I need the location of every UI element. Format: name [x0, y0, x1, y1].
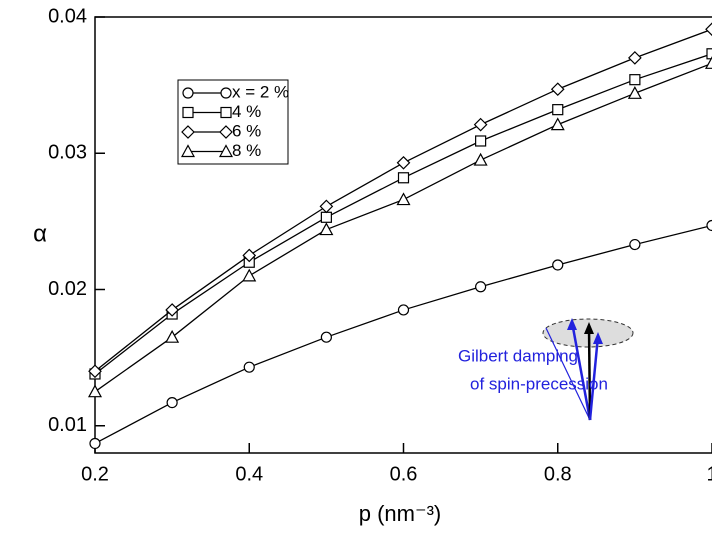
- x-tick-label: 0.2: [81, 463, 109, 485]
- data-point: [396, 155, 411, 170]
- data-point: [87, 384, 103, 398]
- data-point: [320, 211, 332, 223]
- data-point: [629, 74, 641, 86]
- legend-marker: [181, 125, 195, 139]
- data-point: [165, 303, 179, 317]
- x-tick-label: 0.8: [544, 463, 572, 485]
- legend-label: x = 2 %: [232, 82, 289, 101]
- data-point: [550, 117, 565, 131]
- y-tick-label: 0.03: [48, 142, 87, 164]
- legend-label: 8 %: [232, 141, 261, 160]
- legend-label: 6 %: [232, 121, 261, 140]
- data-point: [629, 238, 641, 251]
- data-point: [705, 22, 712, 37]
- data-point: [628, 51, 642, 65]
- data-point: [396, 192, 411, 206]
- data-point: [706, 219, 712, 232]
- legend-marker: [218, 144, 234, 158]
- legend-marker: [182, 87, 194, 99]
- data-point: [320, 331, 332, 343]
- y-tick-label: 0.01: [48, 414, 87, 436]
- annotation-graphic: [542, 318, 634, 421]
- data-point: [475, 135, 487, 147]
- x-tick-label: 0.6: [390, 463, 418, 485]
- data-point: [319, 199, 334, 214]
- data-point: [88, 364, 102, 379]
- data-point: [627, 86, 642, 99]
- data-point: [242, 248, 257, 263]
- data-point: [243, 361, 255, 373]
- data-point: [166, 396, 178, 409]
- data-point: [475, 281, 487, 293]
- data-point: [552, 259, 564, 271]
- y-tick-label: 0.02: [48, 278, 87, 300]
- annotation: of spin-precession: [470, 374, 608, 393]
- data-point: [319, 222, 334, 236]
- legend-marker: [220, 87, 232, 99]
- data-point: [552, 104, 564, 116]
- data-point: [704, 56, 712, 69]
- x-axis-label: p (nm⁻³): [359, 501, 442, 526]
- legend-label: 4 %: [232, 102, 261, 121]
- data-point: [397, 304, 410, 316]
- y-tick-label: 0.04: [48, 5, 87, 27]
- data-point: [165, 329, 180, 343]
- y-axis-label: α: [33, 220, 47, 247]
- legend-marker: [219, 125, 233, 139]
- data-point: [397, 172, 410, 184]
- legend-box: [177, 79, 289, 165]
- data-point: [473, 152, 488, 166]
- data-point: [89, 437, 101, 450]
- plot-frame: [94, 16, 712, 454]
- legend-marker: [220, 106, 232, 119]
- data-point: [550, 82, 565, 97]
- annotation: Gilbert damping: [458, 346, 578, 365]
- x-tick-label: 1: [706, 463, 712, 485]
- data-point: [706, 48, 712, 60]
- x-tick-label: 0.4: [235, 463, 263, 485]
- data-point: [242, 268, 257, 282]
- legend-marker: [182, 106, 194, 119]
- legend-marker: [180, 144, 196, 158]
- data-point: [473, 117, 488, 132]
